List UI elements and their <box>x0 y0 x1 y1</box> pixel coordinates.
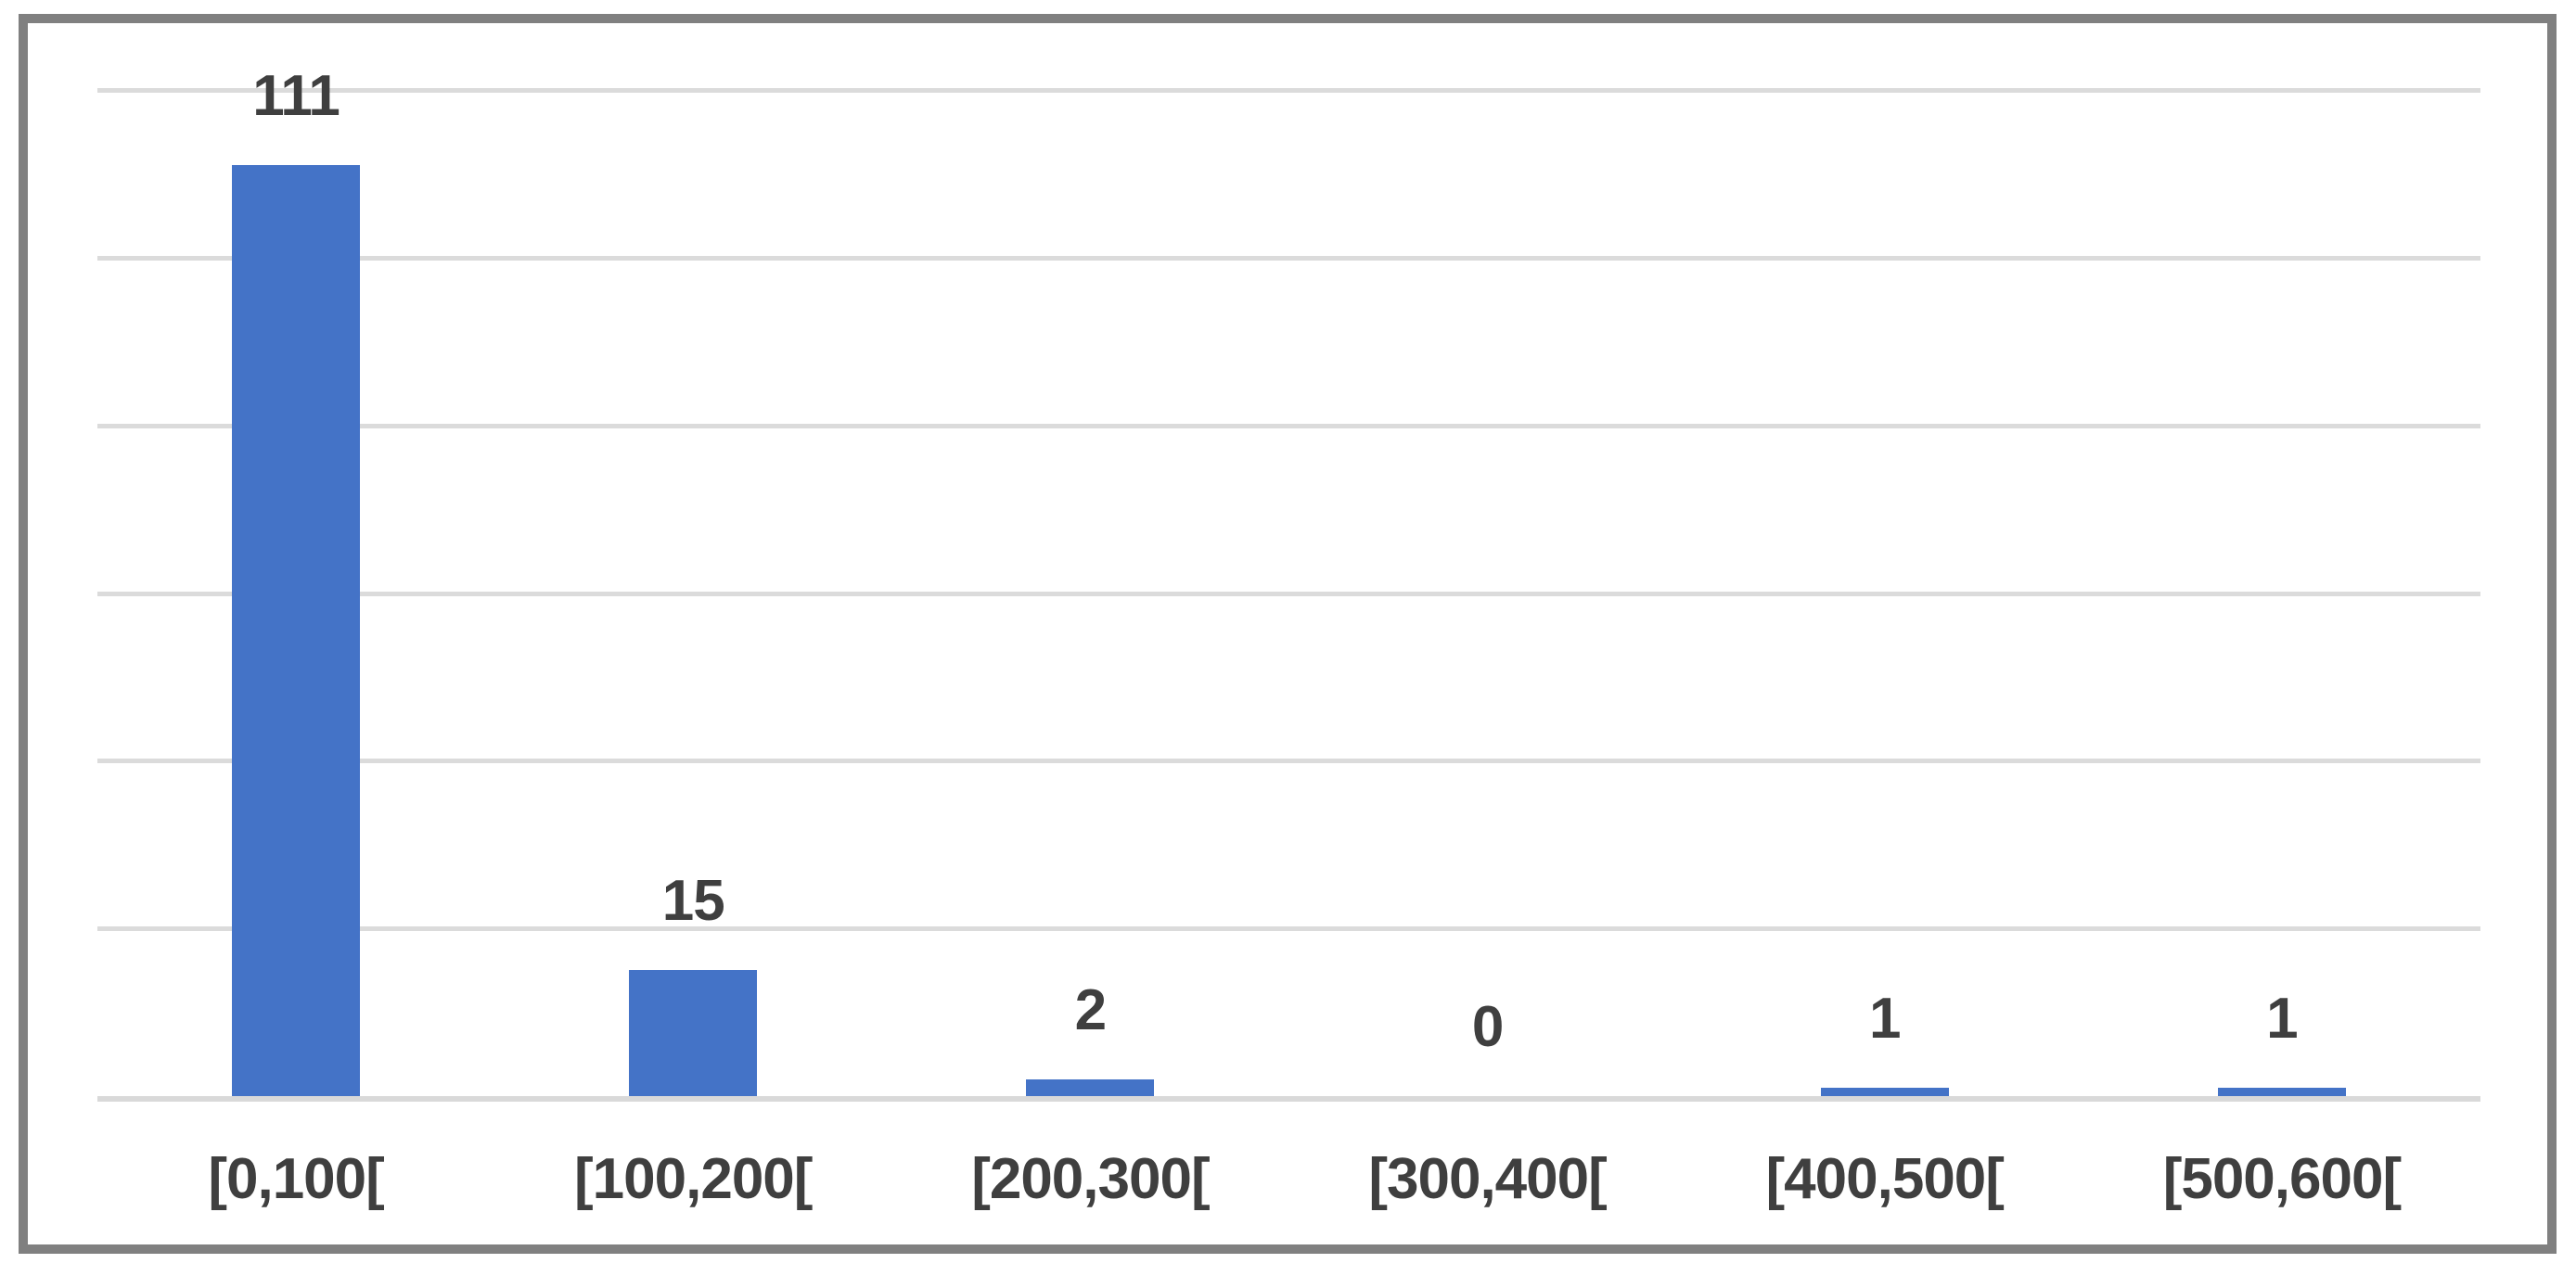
gridline <box>97 591 2480 596</box>
bar-2 <box>1026 1078 1155 1096</box>
bar-0 <box>232 165 361 1096</box>
data-label-2: 2 <box>1074 977 1107 1042</box>
data-label-3: 0 <box>1471 995 1504 1059</box>
category-label-4: [400,500[ <box>1765 1147 2005 1211</box>
category-label-5: [500,600[ <box>2162 1147 2402 1211</box>
category-label-2: [200,300[ <box>971 1147 1210 1211</box>
x-axis-line <box>97 1096 2480 1102</box>
data-label-4: 1 <box>1869 986 1901 1051</box>
gridline <box>97 759 2480 764</box>
bar-1 <box>629 970 758 1096</box>
category-label-1: [100,200[ <box>574 1147 813 1211</box>
category-label-0: [0,100[ <box>208 1147 384 1211</box>
data-label-5: 1 <box>2266 986 2298 1051</box>
data-label-0: 111 <box>252 64 340 129</box>
data-label-1: 15 <box>661 869 725 934</box>
gridline <box>97 255 2480 261</box>
chart-outer-border <box>19 14 2557 1254</box>
gridline <box>97 88 2480 93</box>
gridline <box>97 423 2480 428</box>
bar-5 <box>2217 1087 2346 1096</box>
gridline <box>97 926 2480 932</box>
category-label-3: [300,400[ <box>1368 1147 1607 1211</box>
bar-4 <box>1820 1087 1949 1096</box>
